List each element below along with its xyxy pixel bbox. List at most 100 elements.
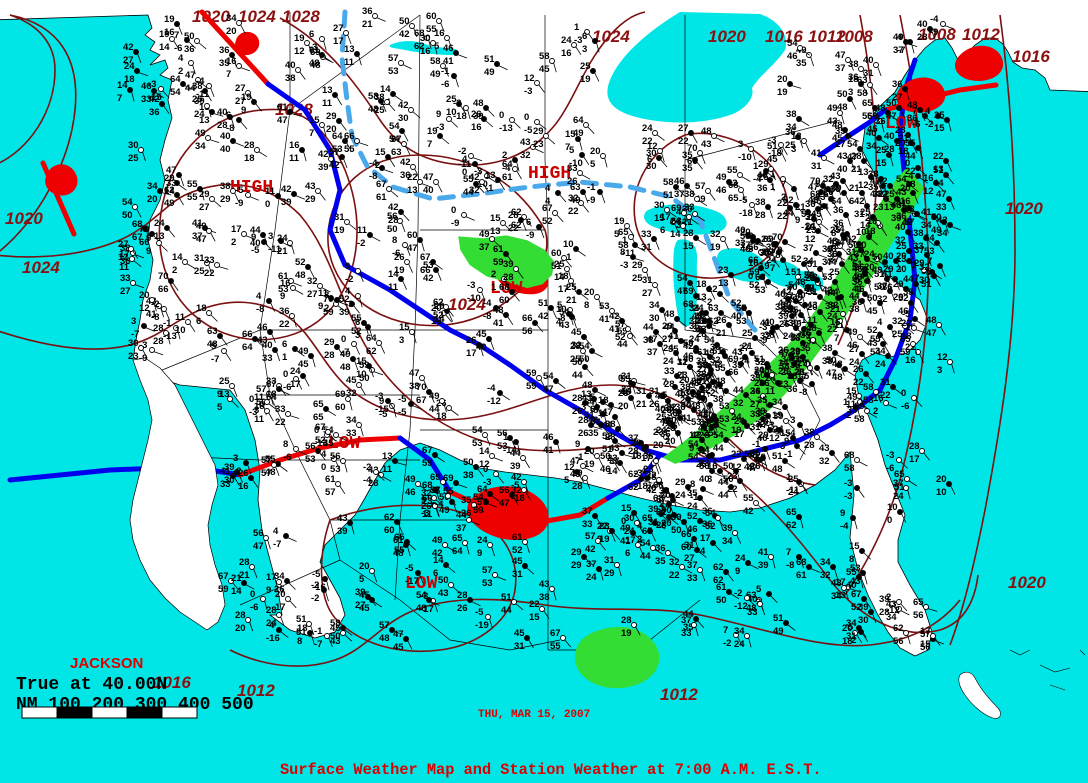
svg-text:56: 56 <box>522 326 533 337</box>
svg-text:19: 19 <box>599 534 610 545</box>
svg-text:40: 40 <box>476 342 487 353</box>
svg-text:44: 44 <box>733 385 744 396</box>
svg-text:38: 38 <box>713 394 724 405</box>
svg-text:51: 51 <box>807 259 818 270</box>
svg-text:27: 27 <box>642 288 653 299</box>
svg-text:30: 30 <box>398 113 409 124</box>
svg-text:13: 13 <box>718 278 729 289</box>
svg-text:11: 11 <box>382 464 393 475</box>
svg-text:50: 50 <box>671 525 682 536</box>
svg-text:12: 12 <box>858 180 869 191</box>
svg-text:13: 13 <box>322 85 333 96</box>
svg-text:46: 46 <box>257 322 268 333</box>
svg-text:32: 32 <box>469 185 480 196</box>
svg-text:31: 31 <box>636 386 647 397</box>
svg-text:61: 61 <box>493 244 504 255</box>
svg-text:9: 9 <box>280 291 285 302</box>
svg-text:JACKSON: JACKSON <box>70 655 143 672</box>
svg-text:66: 66 <box>242 329 253 340</box>
svg-text:6: 6 <box>582 31 587 42</box>
svg-text:62: 62 <box>366 346 377 357</box>
svg-text:46: 46 <box>787 51 798 62</box>
svg-text:0: 0 <box>250 589 255 600</box>
svg-text:25: 25 <box>128 153 139 164</box>
svg-text:-11: -11 <box>786 485 800 496</box>
svg-text:-3: -3 <box>844 491 852 502</box>
svg-text:54: 54 <box>122 197 133 208</box>
svg-text:-13: -13 <box>499 123 513 134</box>
svg-text:-7: -7 <box>211 354 219 365</box>
svg-text:23: 23 <box>718 265 729 276</box>
svg-text:40: 40 <box>262 340 273 351</box>
svg-text:56: 56 <box>387 211 398 222</box>
svg-text:-4: -4 <box>196 76 205 87</box>
svg-text:-9: -9 <box>451 218 459 229</box>
svg-text:3: 3 <box>268 231 273 242</box>
svg-text:40: 40 <box>699 474 710 485</box>
svg-text:9: 9 <box>241 105 246 116</box>
svg-text:43: 43 <box>330 636 341 647</box>
svg-text:32: 32 <box>877 189 888 200</box>
svg-text:-4: -4 <box>435 499 444 510</box>
svg-text:36: 36 <box>710 342 721 353</box>
svg-text:26: 26 <box>823 187 834 198</box>
svg-text:45: 45 <box>571 327 582 338</box>
svg-text:32: 32 <box>307 276 318 287</box>
svg-text:20: 20 <box>660 490 671 501</box>
svg-text:10: 10 <box>563 239 574 250</box>
svg-text:62: 62 <box>786 520 797 531</box>
svg-text:41: 41 <box>811 148 822 159</box>
svg-text:27: 27 <box>199 202 210 213</box>
svg-text:-9: -9 <box>930 27 938 38</box>
svg-text:28: 28 <box>917 32 928 43</box>
svg-text:49: 49 <box>405 474 416 485</box>
svg-text:HIGH: HIGH <box>528 164 571 184</box>
svg-text:32: 32 <box>820 570 831 581</box>
svg-text:17: 17 <box>734 429 745 440</box>
svg-text:27: 27 <box>804 283 815 294</box>
svg-text:28: 28 <box>572 393 583 404</box>
svg-text:44: 44 <box>664 322 675 333</box>
svg-text:52: 52 <box>898 293 909 304</box>
svg-text:24: 24 <box>124 61 135 72</box>
svg-text:28: 28 <box>643 464 654 475</box>
svg-text:49: 49 <box>479 229 490 240</box>
svg-text:36: 36 <box>149 107 160 118</box>
svg-text:69: 69 <box>430 472 441 483</box>
svg-text:31: 31 <box>863 68 874 79</box>
svg-text:50: 50 <box>837 89 848 100</box>
svg-text:8: 8 <box>283 439 288 450</box>
svg-text:14: 14 <box>231 586 242 597</box>
svg-text:3: 3 <box>399 335 404 346</box>
svg-text:41: 41 <box>493 318 504 329</box>
svg-text:17: 17 <box>909 454 920 465</box>
svg-text:20: 20 <box>936 474 947 485</box>
svg-text:29: 29 <box>305 194 316 205</box>
svg-text:-6: -6 <box>250 602 258 613</box>
svg-text:30: 30 <box>420 33 431 44</box>
svg-text:50: 50 <box>473 505 484 516</box>
svg-text:-2: -2 <box>363 462 371 473</box>
svg-text:-4: -4 <box>369 158 378 169</box>
svg-text:55: 55 <box>620 374 631 385</box>
svg-text:32: 32 <box>877 294 888 305</box>
svg-text:53: 53 <box>388 66 399 77</box>
svg-text:55: 55 <box>743 493 754 504</box>
svg-text:36: 36 <box>896 211 907 222</box>
svg-text:38: 38 <box>913 228 924 239</box>
svg-text:6: 6 <box>660 225 665 236</box>
svg-text:20: 20 <box>665 436 676 447</box>
svg-text:13: 13 <box>344 44 355 55</box>
svg-text:-7: -7 <box>341 347 349 358</box>
svg-text:-7: -7 <box>897 45 905 56</box>
svg-text:57: 57 <box>590 417 601 428</box>
svg-text:32: 32 <box>346 388 357 399</box>
svg-text:2: 2 <box>324 303 329 314</box>
svg-text:68: 68 <box>844 450 855 461</box>
svg-text:9: 9 <box>345 261 350 272</box>
svg-text:40: 40 <box>917 19 928 30</box>
svg-text:8: 8 <box>849 554 854 565</box>
svg-text:27: 27 <box>118 239 129 250</box>
svg-text:21: 21 <box>566 295 577 306</box>
svg-text:43: 43 <box>837 151 848 162</box>
